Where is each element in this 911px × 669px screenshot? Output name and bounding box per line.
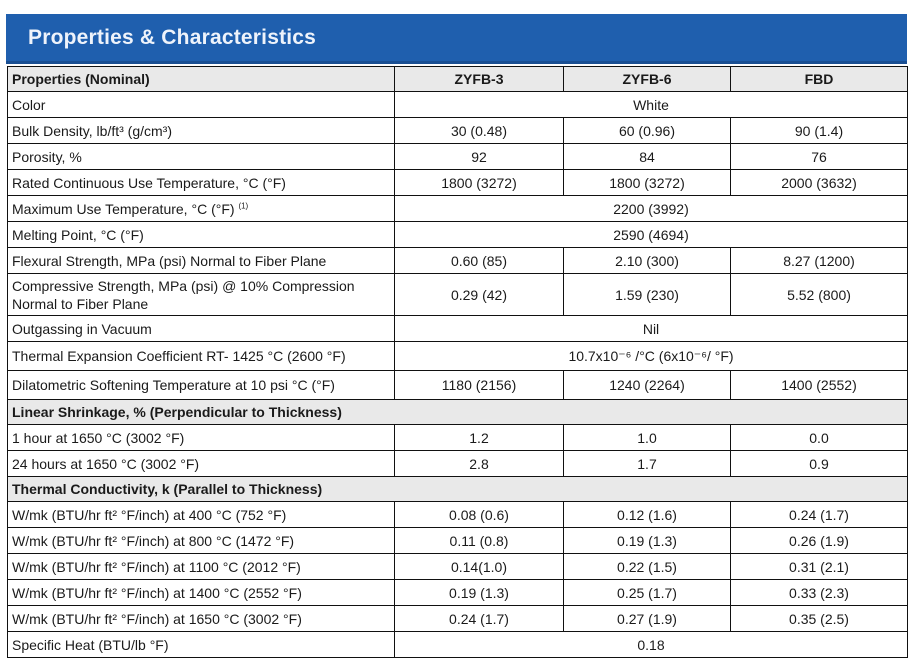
table-cell: 0.11 (0.8): [394, 527, 564, 554]
table-row: Color White: [7, 91, 908, 118]
table-row: Flexural Strength, MPa (psi) Normal to F…: [7, 247, 908, 274]
table-cell: 0.19 (1.3): [394, 579, 564, 606]
page-title: Properties & Characteristics: [28, 26, 317, 49]
table-cell: 0.31 (2.1): [730, 553, 908, 580]
table-cell: 84: [563, 143, 731, 170]
table-cell: 76: [730, 143, 908, 170]
table-cell: 2000 (3632): [730, 169, 908, 196]
row-label: Specific Heat (BTU/lb °F): [7, 631, 395, 658]
row-label: W/mk (BTU/hr ft² °F/inch) at 800 °C (147…: [7, 527, 395, 554]
table-header-row: Properties (Nominal) ZYFB-3 ZYFB-6 FBD: [7, 66, 908, 92]
table-row: 1 hour at 1650 °C (3002 °F) 1.2 1.0 0.0: [7, 424, 908, 451]
row-label: Dilatometric Softening Temperature at 10…: [7, 370, 395, 400]
table-cell: 92: [394, 143, 564, 170]
header-banner: Properties & Characteristics: [6, 14, 907, 64]
table-cell: 30 (0.48): [394, 117, 564, 144]
table-row: Thermal Expansion Coefficient RT- 1425 °…: [7, 341, 908, 371]
row-label: Thermal Expansion Coefficient RT- 1425 °…: [7, 341, 395, 371]
table-row: 24 hours at 1650 °C (3002 °F) 2.8 1.7 0.…: [7, 450, 908, 477]
table-row: W/mk (BTU/hr ft² °F/inch) at 400 °C (752…: [7, 501, 908, 528]
row-label: Melting Point, °C (°F): [7, 221, 395, 248]
table-cell: 90 (1.4): [730, 117, 908, 144]
table-cell: 0.26 (1.9): [730, 527, 908, 554]
footnote-marker: (1): [238, 200, 249, 210]
table-row: W/mk (BTU/hr ft² °F/inch) at 1650 °C (30…: [7, 605, 908, 632]
table-row: Maximum Use Temperature, °C (°F) (1) 220…: [7, 195, 908, 222]
table-row: Compressive Strength, MPa (psi) @ 10% Co…: [7, 273, 908, 316]
row-label: 1 hour at 1650 °C (3002 °F): [7, 424, 395, 451]
table-cell: 0.14(1.0): [394, 553, 564, 580]
table-cell: 0.33 (2.3): [730, 579, 908, 606]
row-label: Maximum Use Temperature, °C (°F) (1): [7, 195, 395, 222]
row-label: 24 hours at 1650 °C (3002 °F): [7, 450, 395, 477]
row-label: W/mk (BTU/hr ft² °F/inch) at 1400 °C (25…: [7, 579, 395, 606]
table-cell: 0.08 (0.6): [394, 501, 564, 528]
table-cell: 60 (0.96): [563, 117, 731, 144]
row-label: Compressive Strength, MPa (psi) @ 10% Co…: [7, 273, 395, 316]
table-cell: 2.10 (300): [563, 247, 731, 274]
merged-value: Nil: [394, 315, 908, 342]
section-header-row: Thermal Conductivity, k (Parallel to Thi…: [7, 476, 908, 502]
table-cell: 1180 (2156): [394, 370, 564, 400]
table-cell: 1240 (2264): [563, 370, 731, 400]
table-cell: 1.0: [563, 424, 731, 451]
merged-value: 10.7x10⁻⁶ /°C (6x10⁻⁶/ °F): [394, 341, 908, 371]
table-cell: 0.0: [730, 424, 908, 451]
table-row: W/mk (BTU/hr ft² °F/inch) at 1100 °C (20…: [7, 553, 908, 580]
table-cell: 0.27 (1.9): [563, 605, 731, 632]
table-row: Melting Point, °C (°F) 2590 (4694): [7, 221, 908, 248]
row-label: Outgassing in Vacuum: [7, 315, 395, 342]
table-row: Bulk Density, lb/ft³ (g/cm³) 30 (0.48) 6…: [7, 117, 908, 144]
merged-value: White: [394, 91, 908, 118]
table-cell: 0.12 (1.6): [563, 501, 731, 528]
table-cell: 1800 (3272): [394, 169, 564, 196]
merged-value: 2590 (4694): [394, 221, 908, 248]
table-row: Rated Continuous Use Temperature, °C (°F…: [7, 169, 908, 196]
section-header-row: Linear Shrinkage, % (Perpendicular to Th…: [7, 399, 908, 425]
table-cell: 1.7: [563, 450, 731, 477]
column-header: Properties (Nominal): [7, 66, 395, 92]
column-header: ZYFB-6: [563, 66, 731, 92]
table-cell: 2.8: [394, 450, 564, 477]
table-cell: 0.24 (1.7): [394, 605, 564, 632]
table-row: Specific Heat (BTU/lb °F) 0.18: [7, 631, 908, 658]
table-cell: 0.19 (1.3): [563, 527, 731, 554]
row-label: W/mk (BTU/hr ft² °F/inch) at 400 °C (752…: [7, 501, 395, 528]
row-label: Porosity, %: [7, 143, 395, 170]
section-title-conductivity: Thermal Conductivity, k (Parallel to Thi…: [7, 476, 908, 502]
merged-value: 2200 (3992): [394, 195, 908, 222]
table-cell: 0.22 (1.5): [563, 553, 731, 580]
table-cell: 1800 (3272): [563, 169, 731, 196]
table-row: W/mk (BTU/hr ft² °F/inch) at 800 °C (147…: [7, 527, 908, 554]
table-row: W/mk (BTU/hr ft² °F/inch) at 1400 °C (25…: [7, 579, 908, 606]
table-cell: 1400 (2552): [730, 370, 908, 400]
section-title-shrinkage: Linear Shrinkage, % (Perpendicular to Th…: [7, 399, 908, 425]
table-cell: 1.2: [394, 424, 564, 451]
row-label: Flexural Strength, MPa (psi) Normal to F…: [7, 247, 395, 274]
row-label: W/mk (BTU/hr ft² °F/inch) at 1650 °C (30…: [7, 605, 395, 632]
table-cell: 0.9: [730, 450, 908, 477]
merged-value: 0.18: [394, 631, 908, 658]
row-label-text: Maximum Use Temperature, °C (°F): [12, 200, 235, 217]
table-cell: 0.60 (85): [394, 247, 564, 274]
column-header: ZYFB-3: [394, 66, 564, 92]
table-cell: 8.27 (1200): [730, 247, 908, 274]
table-cell: 0.25 (1.7): [563, 579, 731, 606]
table-cell: 0.35 (2.5): [730, 605, 908, 632]
table-row: Dilatometric Softening Temperature at 10…: [7, 370, 908, 400]
column-header: FBD: [730, 66, 908, 92]
row-label: W/mk (BTU/hr ft² °F/inch) at 1100 °C (20…: [7, 553, 395, 580]
table-cell: 0.29 (42): [394, 273, 564, 316]
row-label: Rated Continuous Use Temperature, °C (°F…: [7, 169, 395, 196]
table-cell: 1.59 (230): [563, 273, 731, 316]
table-cell: 5.52 (800): [730, 273, 908, 316]
properties-table: Properties (Nominal) ZYFB-3 ZYFB-6 FBD C…: [7, 66, 908, 658]
table-row: Porosity, % 92 84 76: [7, 143, 908, 170]
table-row: Outgassing in Vacuum Nil: [7, 315, 908, 342]
table-cell: 0.24 (1.7): [730, 501, 908, 528]
row-label: Bulk Density, lb/ft³ (g/cm³): [7, 117, 395, 144]
row-label: Color: [7, 91, 395, 118]
